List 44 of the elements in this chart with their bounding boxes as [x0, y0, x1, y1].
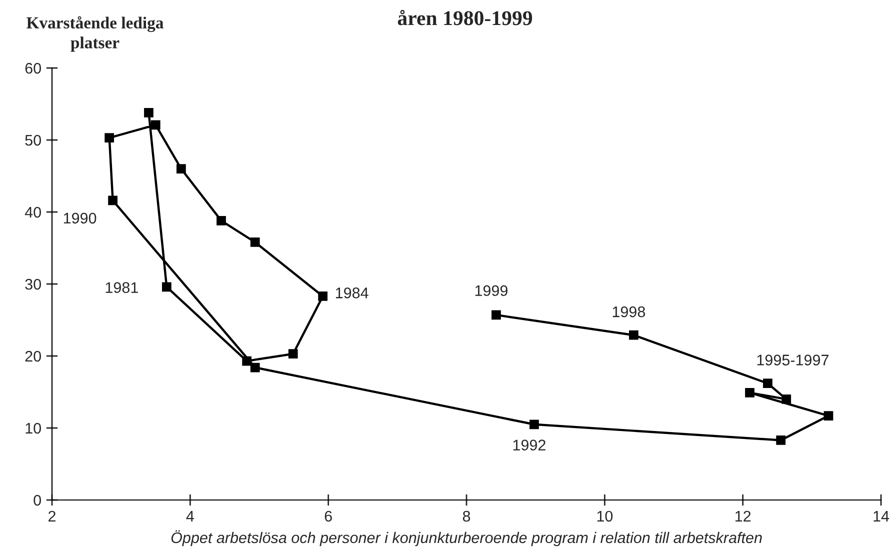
point: [108, 196, 118, 206]
y-tick-label: 10: [26, 422, 41, 434]
x-axis-title: Öppet arbetslösa och personer i konjunkturberoende program i relation till arbetskraften: [171, 530, 762, 546]
x-tick-label: 2: [48, 510, 56, 522]
point: [492, 310, 501, 320]
point: [144, 108, 154, 118]
y-tick-label: 0: [34, 494, 41, 506]
point: [162, 282, 172, 292]
point: [176, 164, 186, 174]
point: [628, 330, 638, 340]
point: [745, 388, 754, 398]
chart-title: åren 1980-1999: [398, 10, 532, 26]
annotation: 1984: [336, 288, 368, 298]
y-tick-label: 20: [25, 350, 41, 362]
x-tick-label: 8: [462, 510, 470, 522]
x-tick-label: 6: [324, 510, 332, 522]
point: [530, 420, 539, 430]
point: [104, 133, 114, 143]
point: [216, 216, 226, 226]
annotation: 1981: [106, 282, 138, 293]
x-tick-label: 14: [874, 510, 890, 522]
point: [242, 356, 252, 366]
point: [250, 362, 260, 372]
x-tick-label: 4: [186, 510, 194, 522]
annotation: 1998: [612, 306, 646, 318]
annotation: 1999: [475, 285, 508, 296]
point: [782, 394, 792, 404]
annotation: 1995-1997: [757, 354, 828, 366]
point: [776, 436, 786, 445]
annotation: 1992: [513, 440, 546, 450]
y-tick-label: 30: [25, 278, 41, 290]
point: [288, 349, 298, 359]
point: [150, 120, 160, 130]
point: [763, 378, 772, 388]
x-tick-label: 12: [736, 510, 751, 522]
y-tick-label: 50: [25, 134, 41, 146]
annotation: 1990: [64, 212, 96, 224]
point: [824, 411, 834, 420]
y-axis-title: Kvarstående lediga platser: [26, 16, 164, 52]
y-tick-label: 60: [25, 62, 41, 74]
point: [250, 238, 260, 247]
point: [318, 292, 328, 301]
y-tick-label: 40: [24, 206, 41, 218]
x-tick-label: 10: [597, 510, 613, 522]
